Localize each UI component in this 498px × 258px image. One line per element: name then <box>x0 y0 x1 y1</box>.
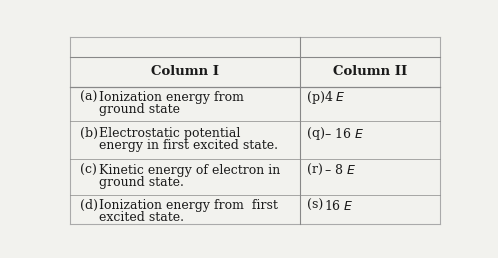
Text: 4 $\mathit{E}$: 4 $\mathit{E}$ <box>324 90 346 104</box>
Text: ground state.: ground state. <box>99 176 184 189</box>
Text: – 16 $\mathit{E}$: – 16 $\mathit{E}$ <box>324 127 364 141</box>
Text: 16 $\mathit{E}$: 16 $\mathit{E}$ <box>324 199 354 213</box>
Text: (a): (a) <box>80 91 97 104</box>
Text: (d): (d) <box>80 199 98 212</box>
Text: Ionization energy from: Ionization energy from <box>99 91 244 104</box>
Text: Electrostatic potential: Electrostatic potential <box>99 127 241 140</box>
Text: Column II: Column II <box>333 65 407 78</box>
Text: – 8 $\mathit{E}$: – 8 $\mathit{E}$ <box>324 163 356 178</box>
Text: (s): (s) <box>307 199 324 212</box>
Text: (b): (b) <box>80 127 98 140</box>
Text: (c): (c) <box>80 164 97 177</box>
Text: Ionization energy from  first: Ionization energy from first <box>99 199 278 212</box>
Text: Column I: Column I <box>151 65 219 78</box>
Text: excited state.: excited state. <box>99 211 184 224</box>
Text: energy in first excited state.: energy in first excited state. <box>99 139 278 152</box>
Text: (r): (r) <box>307 164 323 177</box>
Text: Kinetic energy of electron in: Kinetic energy of electron in <box>99 164 280 177</box>
Text: (p): (p) <box>307 91 325 104</box>
Text: ground state: ground state <box>99 103 180 116</box>
Text: (q): (q) <box>307 127 325 140</box>
